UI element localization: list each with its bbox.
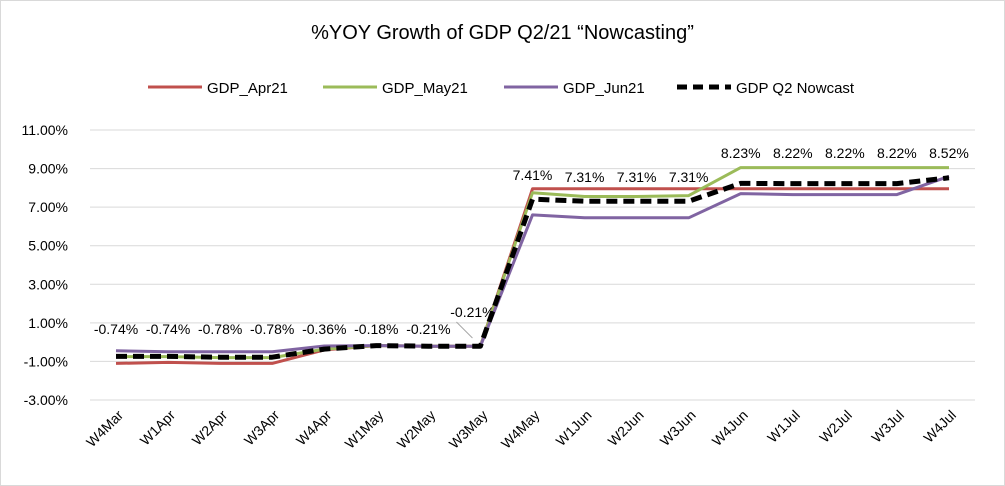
data-labels: -0.74% -0.74% -0.78% -0.78% -0.36% -0.18% -0.2… bbox=[94, 145, 969, 337]
label-leader-line bbox=[456, 321, 473, 339]
x-tick-label: W1Jul bbox=[764, 407, 803, 446]
data-label: -0.74% bbox=[94, 321, 138, 337]
x-tick-label: W4Apr bbox=[293, 407, 335, 449]
y-tick-label: 3.00% bbox=[28, 276, 68, 292]
data-label: 7.31% bbox=[565, 169, 605, 185]
x-tick-label: W2Apr bbox=[189, 407, 231, 449]
data-label: -0.21% bbox=[450, 304, 494, 320]
data-label: -0.74% bbox=[146, 321, 190, 337]
x-tick-label: W1Apr bbox=[137, 407, 179, 449]
x-tick-label: W2Jun bbox=[605, 407, 647, 449]
x-tick-label: W3Jul bbox=[868, 407, 907, 446]
y-tick-label: 9.00% bbox=[28, 161, 68, 177]
x-tick-label: W1Jun bbox=[553, 407, 595, 449]
chart-title: %YOY Growth of GDP Q2/21 “Nowcasting” bbox=[311, 22, 694, 44]
x-axis: W4Mar W1Apr W2Apr W3Apr W4Apr W1May W2May W3May… bbox=[83, 407, 959, 452]
data-label: -0.78% bbox=[198, 321, 242, 337]
data-label: 7.31% bbox=[669, 169, 709, 185]
y-tick-label: 7.00% bbox=[28, 199, 68, 215]
x-tick-label: W4May bbox=[498, 407, 543, 452]
legend-label: GDP_Apr21 bbox=[207, 80, 288, 97]
legend-label: GDP_Jun21 bbox=[563, 80, 645, 97]
data-label: -0.18% bbox=[354, 321, 398, 337]
y-axis: -3.00% -1.00% 1.00% 3.00% 5.00% 7.00% 9.00% 11.… bbox=[22, 122, 68, 408]
data-label: 8.22% bbox=[825, 145, 865, 161]
x-tick-label: W4Jun bbox=[709, 407, 751, 449]
x-tick-label: W4Jul bbox=[920, 407, 959, 446]
x-tick-label: W2Jul bbox=[816, 407, 855, 446]
data-label: 8.52% bbox=[929, 145, 969, 161]
data-label: -0.21% bbox=[406, 321, 450, 337]
data-label: 7.41% bbox=[513, 167, 553, 183]
data-label: -0.78% bbox=[250, 321, 294, 337]
x-tick-label: W1May bbox=[342, 407, 387, 452]
series-line-gdp-apr21 bbox=[115, 187, 949, 365]
series-lines bbox=[115, 166, 950, 365]
y-tick-label: -3.00% bbox=[24, 392, 68, 408]
x-tick-label: W2May bbox=[394, 407, 439, 452]
series-line-gdp-jun21 bbox=[115, 174, 950, 354]
y-tick-label: -1.00% bbox=[24, 353, 68, 369]
data-label: -0.36% bbox=[302, 321, 346, 337]
legend: GDP_Apr21 GDP_May21 GDP_Jun21 GDP Q2 Nowcas… bbox=[148, 80, 855, 97]
x-tick-label: W4Mar bbox=[83, 407, 126, 450]
data-label: 8.22% bbox=[773, 145, 813, 161]
data-label: 8.22% bbox=[877, 145, 917, 161]
series-line-gdp-q2-nowcast bbox=[116, 175, 950, 360]
y-tick-label: 5.00% bbox=[28, 238, 68, 254]
x-tick-label: W3Jun bbox=[657, 407, 699, 449]
y-tick-label: 1.00% bbox=[28, 315, 68, 331]
data-label: 8.23% bbox=[721, 145, 761, 161]
y-tick-label: 11.00% bbox=[22, 122, 68, 138]
data-label: 7.31% bbox=[617, 169, 657, 185]
legend-label: GDP_May21 bbox=[382, 80, 468, 97]
legend-label: GDP Q2 Nowcast bbox=[736, 80, 855, 97]
x-tick-label: W3Apr bbox=[241, 407, 283, 449]
leader-line bbox=[456, 321, 473, 339]
x-tick-label: W3May bbox=[446, 407, 491, 452]
